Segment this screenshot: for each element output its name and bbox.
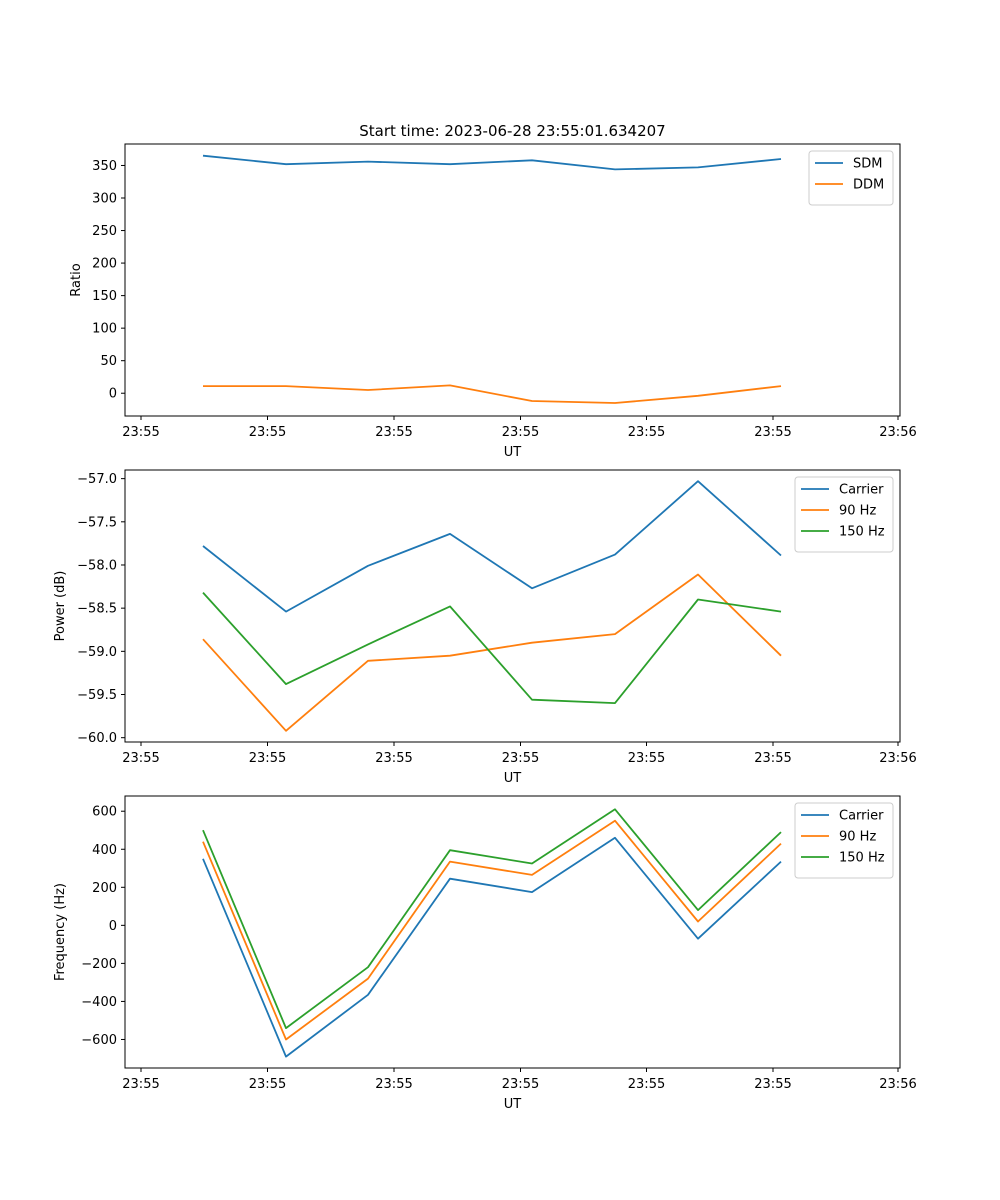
x-tick-label: 23:55 [754,1077,791,1092]
legend-label: 90 Hz [839,504,876,519]
legend-box [794,802,894,879]
x-tick-label: 23:55 [502,751,539,766]
x-tick-label: 23:55 [628,425,665,440]
y-tick-label: 50 [100,354,117,369]
x-axis-label: UT [504,771,522,786]
x-tick-label: 23:55 [628,751,665,766]
y-tick-label: 200 [92,881,117,896]
legend: SDM DDM [808,150,894,206]
series-line-carrier [202,480,782,613]
y-tick-label: −57.5 [77,515,117,530]
charts: 23:55 23:55 23:55 23:55 23:55 23:55 23:56 0 50 10… [53,143,917,1112]
legend: Carrier 90 Hz 150 Hz [794,802,894,879]
y-tick-label: −58.0 [77,558,117,573]
x-tick-label: 23:56 [879,751,916,766]
axes-frame [124,143,901,417]
legend-box [794,476,894,553]
series-line-carrier [202,836,782,1058]
legend-label: SDM [853,157,882,172]
y-tick-label: 250 [92,224,117,239]
x-tick-label: 23:55 [122,1077,159,1092]
chart-panel-1: 23:55 23:55 23:55 23:55 23:55 23:55 23:56 0 50 10… [69,143,917,460]
y-tick-label: −60.0 [77,731,117,746]
y-tick-label: −57.0 [77,472,117,487]
y-tick-label: −59.5 [77,688,117,703]
legend-label: 90 Hz [839,830,876,845]
x-tick-label: 23:55 [122,425,159,440]
legend-label: Carrier [839,483,884,498]
x-tick-label: 23:55 [754,751,791,766]
chart-title: Start time: 2023-06-28 23:55:01.634207 [359,122,665,140]
legend: Carrier 90 Hz 150 Hz [794,476,894,553]
y-tick-label: 350 [92,159,117,174]
x-tick-label: 23:55 [249,751,286,766]
y-tick-label: 400 [92,843,117,858]
chart-panel-2: 23:55 23:55 23:55 23:55 23:55 23:55 23:56 −60.0… [53,469,917,786]
x-tick-label: 23:55 [502,1077,539,1092]
series-line-150-hz [202,808,782,1029]
legend-label: DDM [853,178,884,193]
legend-box [808,150,894,206]
x-tick-label: 23:55 [754,425,791,440]
y-axis-label: Power (dB) [53,571,68,642]
y-tick-label: 100 [92,322,117,337]
chart-panel-3: 23:55 23:55 23:55 23:55 23:55 23:55 23:56 −600 −… [53,795,917,1112]
x-tick-label: 23:55 [502,425,539,440]
series-line-ddm [203,384,782,404]
x-tick-label: 23:56 [879,425,916,440]
series-line-150-hz [202,591,782,704]
legend-label: 150 Hz [839,851,885,866]
x-tick-label: 23:55 [375,751,412,766]
y-tick-label: 0 [109,919,117,934]
series-line-90-hz [202,819,782,1041]
y-tick-label: 200 [92,257,117,272]
x-tick-label: 23:55 [375,1077,412,1092]
y-tick-label: −59.0 [77,645,117,660]
y-axis-label: Ratio [69,263,84,296]
series-line-sdm [202,154,782,171]
x-tick-label: 23:55 [628,1077,665,1092]
y-axis-label: Frequency (Hz) [53,883,68,981]
y-tick-label: −58.5 [77,602,117,617]
x-tick-label: 23:55 [375,425,412,440]
y-tick-label: −600 [81,1033,117,1048]
y-tick-label: 0 [109,387,117,402]
y-tick-label: 150 [92,289,117,304]
y-tick-label: 300 [92,192,117,207]
y-tick-label: −200 [81,957,117,972]
axes-frame [124,795,901,1069]
x-tick-label: 23:56 [879,1077,916,1092]
x-tick-label: 23:55 [249,425,286,440]
x-tick-label: 23:55 [249,1077,286,1092]
x-axis-label: UT [504,1097,522,1112]
legend-label: Carrier [839,809,884,824]
axes-frame [124,469,901,743]
series-line-90-hz [202,573,782,732]
x-tick-label: 23:55 [122,751,159,766]
y-tick-label: −400 [81,995,117,1010]
x-axis-label: UT [504,445,522,460]
legend-label: 150 Hz [839,525,885,540]
y-tick-label: 600 [92,805,117,820]
